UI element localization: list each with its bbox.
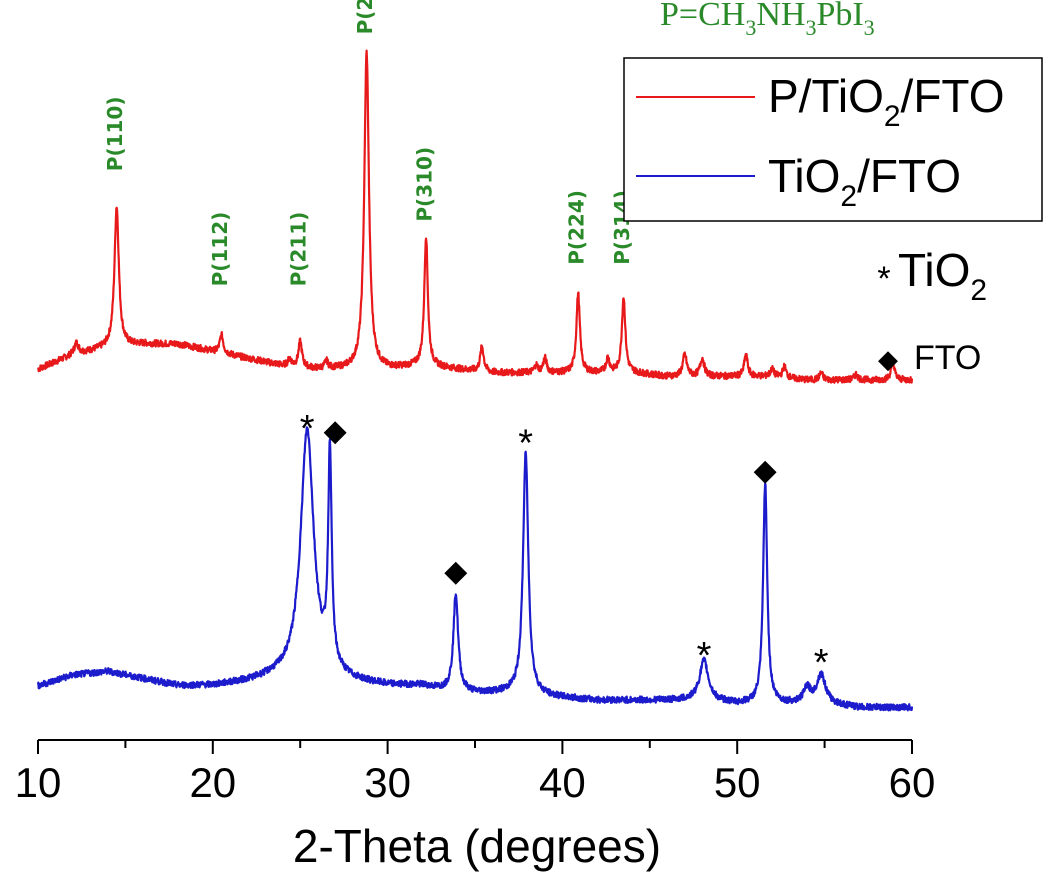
peak-label: P(211) — [287, 212, 311, 287]
x-axis-ticks: 10 20 30 40 50 60 — [15, 740, 936, 806]
marker-legend: * TiO2 ◆ FTO — [877, 244, 987, 377]
marker-legend-symbol-diamond: ◆ — [878, 344, 898, 374]
series-line-p-tio2-fto — [37, 49, 914, 384]
legend-entry-p-tio2-fto: P/TiO2/FTO — [768, 70, 1004, 133]
formula-label: P=CH3NH3PbI3 — [660, 0, 875, 40]
fto-marker: ◆ — [754, 454, 777, 487]
phase-markers: * ◆ ◆ * * ◆ * — [300, 408, 829, 684]
peak-labels: P(110)P(112)P(211)P(220)P(310)P(224)P(31… — [103, 0, 634, 286]
plot-area: 10 20 30 40 50 60 P(110) P(112) P(211) P(220) P(3… — [15, 0, 936, 806]
series-line-tio2-fto — [36, 426, 914, 712]
marker-legend-symbol-star: * — [877, 260, 890, 298]
tio2-marker: * — [697, 635, 712, 677]
marker-legend-label-fto: FTO — [914, 339, 981, 377]
tio2-marker: * — [300, 408, 315, 450]
marker-legend-label-tio2: TiO2 — [898, 244, 987, 307]
fto-marker: ◆ — [324, 414, 347, 447]
peak-label: P(220) — [353, 0, 377, 34]
tio2-marker: * — [814, 642, 829, 684]
peak-label: P(110) — [103, 97, 127, 172]
x-tick-label: 10 — [15, 759, 62, 806]
x-tick-label: 50 — [714, 759, 761, 806]
x-tick-label: 40 — [539, 759, 586, 806]
legend-entry-tio2-fto: TiO2/FTO — [768, 150, 961, 213]
peak-label: P(224) — [565, 190, 589, 265]
peak-label: P(112) — [208, 212, 232, 287]
peak-label: P(310) — [413, 147, 437, 222]
legend-box — [623, 57, 1043, 222]
legend: P/TiO2/FTO TiO2/FTO — [623, 57, 1043, 222]
x-tick-label: 20 — [189, 759, 236, 806]
fto-marker: ◆ — [444, 555, 467, 588]
tio2-marker: * — [518, 423, 533, 465]
x-tick-label: 60 — [889, 759, 936, 806]
x-axis-title: 2-Theta (degrees) — [293, 820, 661, 872]
series-group — [36, 49, 914, 712]
x-tick-label: 30 — [364, 759, 411, 806]
